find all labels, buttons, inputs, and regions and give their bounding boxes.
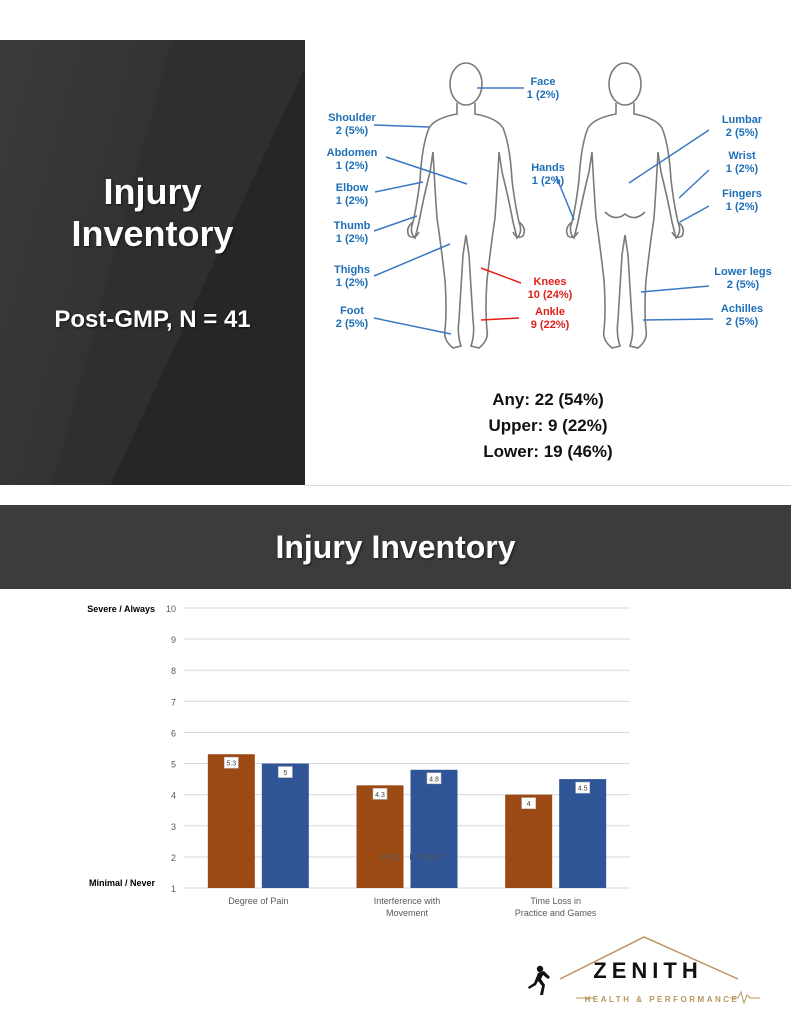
label-thumb: Thumb 1 (2%) <box>333 220 371 245</box>
zenith-logo: ZENITH HEALTH & PERFORMANCE <box>528 936 760 1005</box>
label-face: Face 1 (2%) <box>526 76 560 101</box>
y-tick-label: 1 <box>171 884 176 894</box>
y-tick-label: 7 <box>171 697 176 707</box>
x-tick-label: Time Loss in <box>530 896 581 906</box>
total-lower: Lower: 19 (46%) <box>483 442 613 461</box>
data-label: 4.5 <box>578 786 588 793</box>
label-lower-legs: Lower legs 2 (5%) <box>714 266 772 291</box>
y-tick-label: 8 <box>171 666 176 676</box>
back-body-outline <box>565 62 685 349</box>
logo-name: ZENITH <box>593 958 702 983</box>
legend-swatch-post <box>410 854 416 860</box>
front-body-outline <box>406 62 526 349</box>
data-label-box <box>224 756 239 769</box>
label-ankle: Ankle 9 (22%) <box>530 306 570 331</box>
bar-post <box>410 769 458 888</box>
data-label: 4 <box>527 801 531 808</box>
data-label-box <box>426 772 442 785</box>
bar-post <box>559 779 607 888</box>
label-hands: Hands 1 (2%) <box>531 162 565 187</box>
y-axis-bottom-label: Minimal / Never <box>89 878 156 888</box>
label-foot: Foot 2 (5%) <box>335 305 369 330</box>
data-label: 4.8 <box>429 776 439 783</box>
legend-label-pre: PRE <box>381 853 400 863</box>
y-axis-top-label: Severe / Always <box>87 604 155 614</box>
x-tick-label: Practice and Games <box>515 908 597 918</box>
data-label-box <box>372 788 388 800</box>
bar-pre <box>207 754 255 888</box>
data-label: 5 <box>283 770 287 777</box>
body-map-panel: Shoulder 2 (5%) Abdomen 1 (2%) Elbow 1 (2%)… <box>305 40 791 486</box>
y-tick-label: 6 <box>171 728 176 738</box>
injury-map-slide: Injury Inventory Post-GMP, N = 41 <box>0 40 791 486</box>
bar-pre <box>356 785 404 888</box>
total-any: Any: 22 (54%) <box>492 390 604 409</box>
label-elbow: Elbow 1 (2%) <box>335 182 369 207</box>
slide-title: Injury Inventory <box>71 171 234 254</box>
bar-post <box>261 763 309 888</box>
injury-chart-slide: Injury Inventory 1 2 3 4 5 6 7 8 9 10 Severe / Alw… <box>0 505 791 1024</box>
legend-label-post: POST <box>419 853 444 863</box>
y-tick-label: 2 <box>171 853 176 863</box>
data-label: 4.3 <box>375 792 385 799</box>
data-label-box <box>575 781 590 794</box>
chart-slide-header: Injury Inventory <box>0 505 791 589</box>
y-tick-label: 4 <box>171 791 176 801</box>
label-shoulder: Shoulder 2 (5%) <box>328 112 376 137</box>
bar-chart: 1 2 3 4 5 6 7 8 9 10 Severe / Always Minimal / Neve… <box>87 604 630 918</box>
y-tick-label: 10 <box>166 604 176 614</box>
total-upper: Upper: 9 (22%) <box>488 416 608 435</box>
runner-icon <box>528 965 550 995</box>
label-achilles: Achilles 2 (5%) <box>720 303 764 328</box>
leader-lines <box>373 87 714 335</box>
slide-subtitle: Post-GMP, N = 41 <box>54 306 251 333</box>
data-label: 5.3 <box>226 761 236 768</box>
x-tick-label: Degree of Pain <box>228 896 288 906</box>
y-tick-label: 3 <box>171 822 176 832</box>
body-map-figure <box>373 62 714 349</box>
data-label-box <box>521 797 536 809</box>
highlight-leader-lines <box>480 267 522 321</box>
data-label-box <box>278 766 293 778</box>
x-tick-label: Movement <box>386 908 429 918</box>
x-tick-label: Interference with <box>374 896 441 906</box>
y-tick-label: 9 <box>171 635 176 645</box>
label-wrist: Wrist 1 (2%) <box>725 150 759 175</box>
legend-swatch-pre <box>372 854 378 860</box>
bar-pre <box>505 794 553 888</box>
label-lumbar: Lumbar 2 (5%) <box>721 114 763 139</box>
title-panel: Injury Inventory Post-GMP, N = 41 <box>0 40 305 485</box>
label-fingers: Fingers 1 (2%) <box>722 188 762 213</box>
y-tick-label: 5 <box>171 760 176 770</box>
label-knees: Knees 10 (24%) <box>527 276 573 301</box>
label-abdomen: Abdomen 1 (2%) <box>326 147 378 172</box>
label-thighs: Thighs 1 (2%) <box>333 264 371 289</box>
logo-tagline: HEALTH & PERFORMANCE <box>585 995 740 1004</box>
